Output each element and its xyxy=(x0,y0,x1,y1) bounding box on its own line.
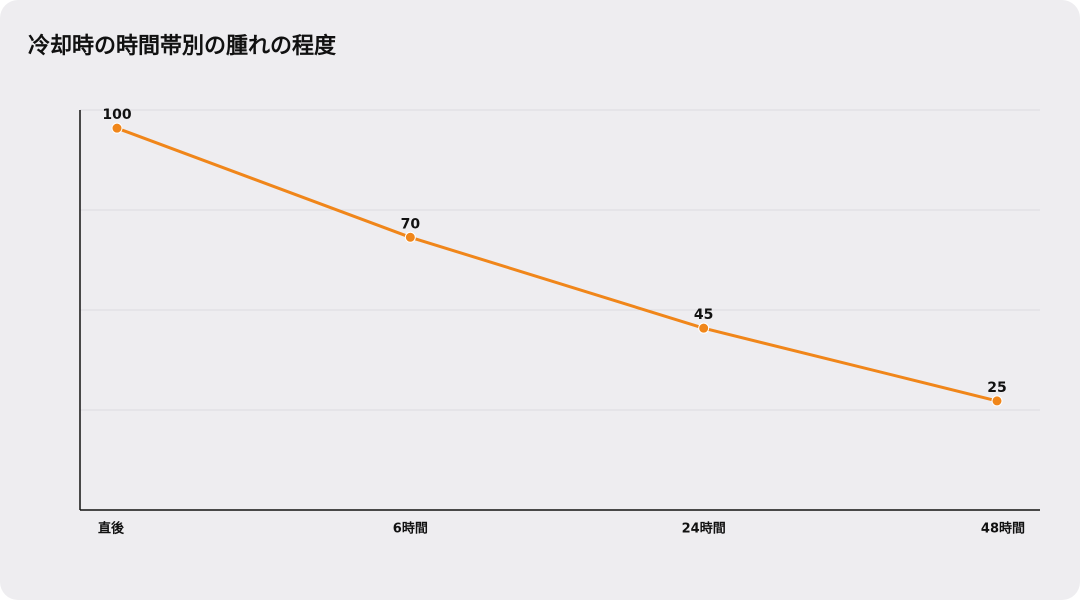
point xyxy=(698,322,710,334)
point xyxy=(404,231,416,243)
x-tick-label: 直後 xyxy=(98,521,125,537)
x-tick-label: 24時間 xyxy=(682,521,726,537)
point xyxy=(111,122,123,134)
chart-title: 冷却時の時間帯別の腫れの程度 xyxy=(28,33,337,59)
x-tick-label: 6時間 xyxy=(393,521,428,537)
x-tick-label: 48時間 xyxy=(981,521,1025,537)
point xyxy=(991,395,1003,407)
data-label: 100 xyxy=(102,107,131,123)
line xyxy=(116,126,998,403)
data-label: 70 xyxy=(401,216,421,232)
data-label: 45 xyxy=(694,307,713,323)
data-label: 25 xyxy=(987,380,1006,396)
